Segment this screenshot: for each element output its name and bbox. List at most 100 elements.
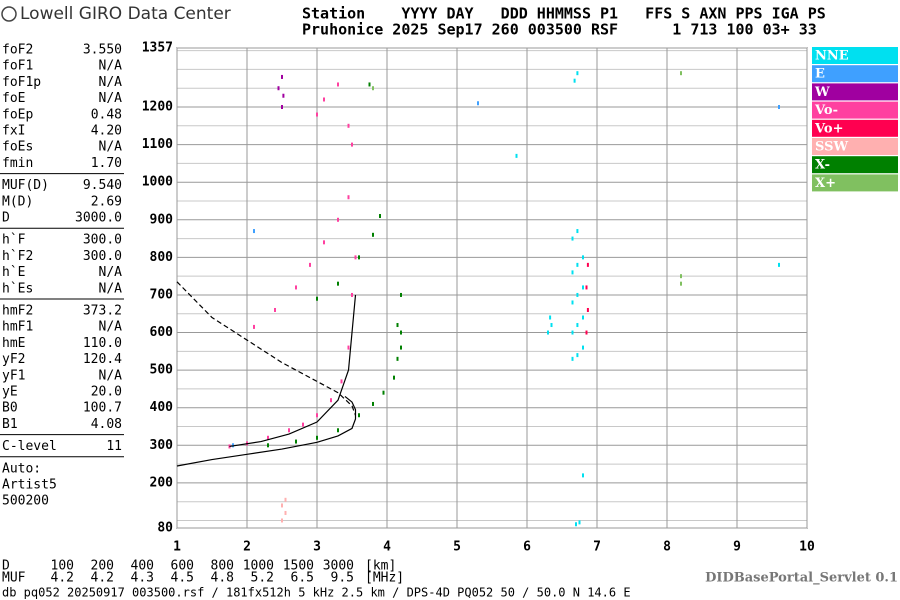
echo-point bbox=[382, 390, 385, 395]
echo-point bbox=[576, 353, 579, 358]
echo-point bbox=[400, 345, 402, 350]
param-name: h`F2 bbox=[2, 249, 33, 264]
legend-label: Vo+ bbox=[814, 121, 843, 136]
distance-value: 200 bbox=[91, 559, 114, 574]
legend-swatch bbox=[812, 138, 898, 155]
echo-point bbox=[379, 214, 381, 219]
echo-point bbox=[582, 345, 584, 350]
param-value: 0.48 bbox=[91, 107, 122, 122]
param-name: foF2 bbox=[2, 43, 33, 58]
echo-point bbox=[576, 292, 579, 297]
footer-unit: [km] bbox=[365, 559, 396, 574]
echo-point bbox=[267, 443, 269, 448]
echo-point bbox=[288, 428, 290, 433]
echo-point bbox=[282, 93, 285, 98]
param-name: fxI bbox=[2, 124, 25, 139]
param-name: hmF2 bbox=[2, 304, 33, 319]
model-curve bbox=[176, 281, 357, 416]
echo-point bbox=[368, 82, 371, 87]
echo-point bbox=[340, 379, 343, 384]
echo-point bbox=[267, 435, 269, 440]
param-value: 300.0 bbox=[83, 249, 122, 264]
param-name: foF1 bbox=[2, 59, 33, 74]
param-value: 9.540 bbox=[83, 178, 122, 193]
legend-swatch bbox=[812, 65, 898, 83]
echo-point bbox=[253, 229, 255, 234]
model-curve bbox=[176, 395, 357, 467]
param-value: N/A bbox=[99, 140, 123, 155]
legend-label: X- bbox=[815, 158, 830, 173]
echo-point bbox=[284, 497, 287, 502]
param-name: foE bbox=[2, 91, 25, 106]
echo-point bbox=[337, 428, 339, 433]
param-value: N/A bbox=[99, 59, 123, 74]
echo-point bbox=[550, 323, 553, 328]
legend-label: X+ bbox=[815, 176, 836, 191]
x-tick-label: 2 bbox=[243, 540, 251, 555]
legend-label: Vo- bbox=[814, 103, 838, 118]
param-name: h`E bbox=[2, 265, 25, 280]
echo-point bbox=[281, 74, 283, 79]
echo-point bbox=[316, 413, 318, 418]
model-curve bbox=[229, 294, 357, 448]
logo: Lowell GIRO Data Center bbox=[20, 4, 231, 24]
x-tick-label: 3 bbox=[313, 540, 321, 555]
echo-point bbox=[347, 195, 350, 200]
param-name: yE bbox=[2, 385, 18, 400]
muf-value: 4.2 bbox=[51, 571, 74, 586]
param-value: 120.4 bbox=[83, 352, 122, 367]
echo-point bbox=[680, 281, 682, 286]
muf-value: 9.5 bbox=[331, 571, 354, 586]
echo-point bbox=[571, 356, 574, 361]
echo-point bbox=[576, 323, 579, 328]
echo-point bbox=[347, 123, 350, 128]
y-tick-label: 900 bbox=[150, 212, 174, 227]
echo-point bbox=[393, 375, 395, 380]
distance-value: 3000 bbox=[323, 559, 354, 574]
echo-point bbox=[547, 330, 549, 335]
param-name: hmE bbox=[2, 336, 25, 351]
param-name: foEp bbox=[2, 107, 33, 122]
echo-point bbox=[400, 292, 402, 297]
echo-point bbox=[358, 413, 360, 418]
distance-value: 800 bbox=[211, 559, 234, 574]
param-value: N/A bbox=[99, 265, 123, 280]
echo-point bbox=[680, 274, 682, 279]
footer-unit: [MHz] bbox=[365, 571, 404, 586]
echo-point bbox=[575, 522, 577, 527]
distance-value: 100 bbox=[51, 559, 74, 574]
echo-point bbox=[330, 398, 332, 403]
y-tick-label: 1357 bbox=[142, 41, 173, 56]
echo-point bbox=[585, 330, 588, 335]
muf-value: 5.2 bbox=[251, 571, 274, 586]
plot-frame bbox=[176, 47, 808, 529]
y-tick-label: 700 bbox=[150, 287, 174, 302]
auto-text: 500200 bbox=[2, 494, 49, 509]
x-tick-label: 7 bbox=[593, 540, 601, 555]
distance-value: 600 bbox=[171, 559, 194, 574]
echo-point bbox=[337, 217, 339, 222]
param-value: N/A bbox=[99, 320, 123, 335]
echo-point bbox=[295, 285, 297, 290]
legend-swatch bbox=[812, 156, 898, 174]
param-name: foEs bbox=[2, 140, 33, 155]
distance-value: 1000 bbox=[243, 559, 274, 574]
param-name: fmin bbox=[2, 156, 33, 171]
echo-point bbox=[571, 236, 574, 241]
echo-point bbox=[586, 307, 589, 312]
echo-point bbox=[372, 401, 374, 406]
param-value: N/A bbox=[99, 91, 123, 106]
legend-label: SSW bbox=[815, 140, 848, 155]
echo-point bbox=[316, 112, 318, 117]
muf-value: 4.2 bbox=[91, 571, 114, 586]
param-value: 4.20 bbox=[91, 124, 122, 139]
echo-point bbox=[316, 435, 318, 440]
y-tick-label: 400 bbox=[150, 400, 174, 415]
y-tick-label: 200 bbox=[150, 475, 174, 490]
echo-point bbox=[585, 285, 588, 290]
muf-value: 4.5 bbox=[171, 571, 194, 586]
echo-point bbox=[372, 86, 374, 91]
y-tick-label: 300 bbox=[150, 438, 174, 453]
echo-point bbox=[778, 262, 780, 267]
x-tick-label: 8 bbox=[663, 540, 671, 555]
